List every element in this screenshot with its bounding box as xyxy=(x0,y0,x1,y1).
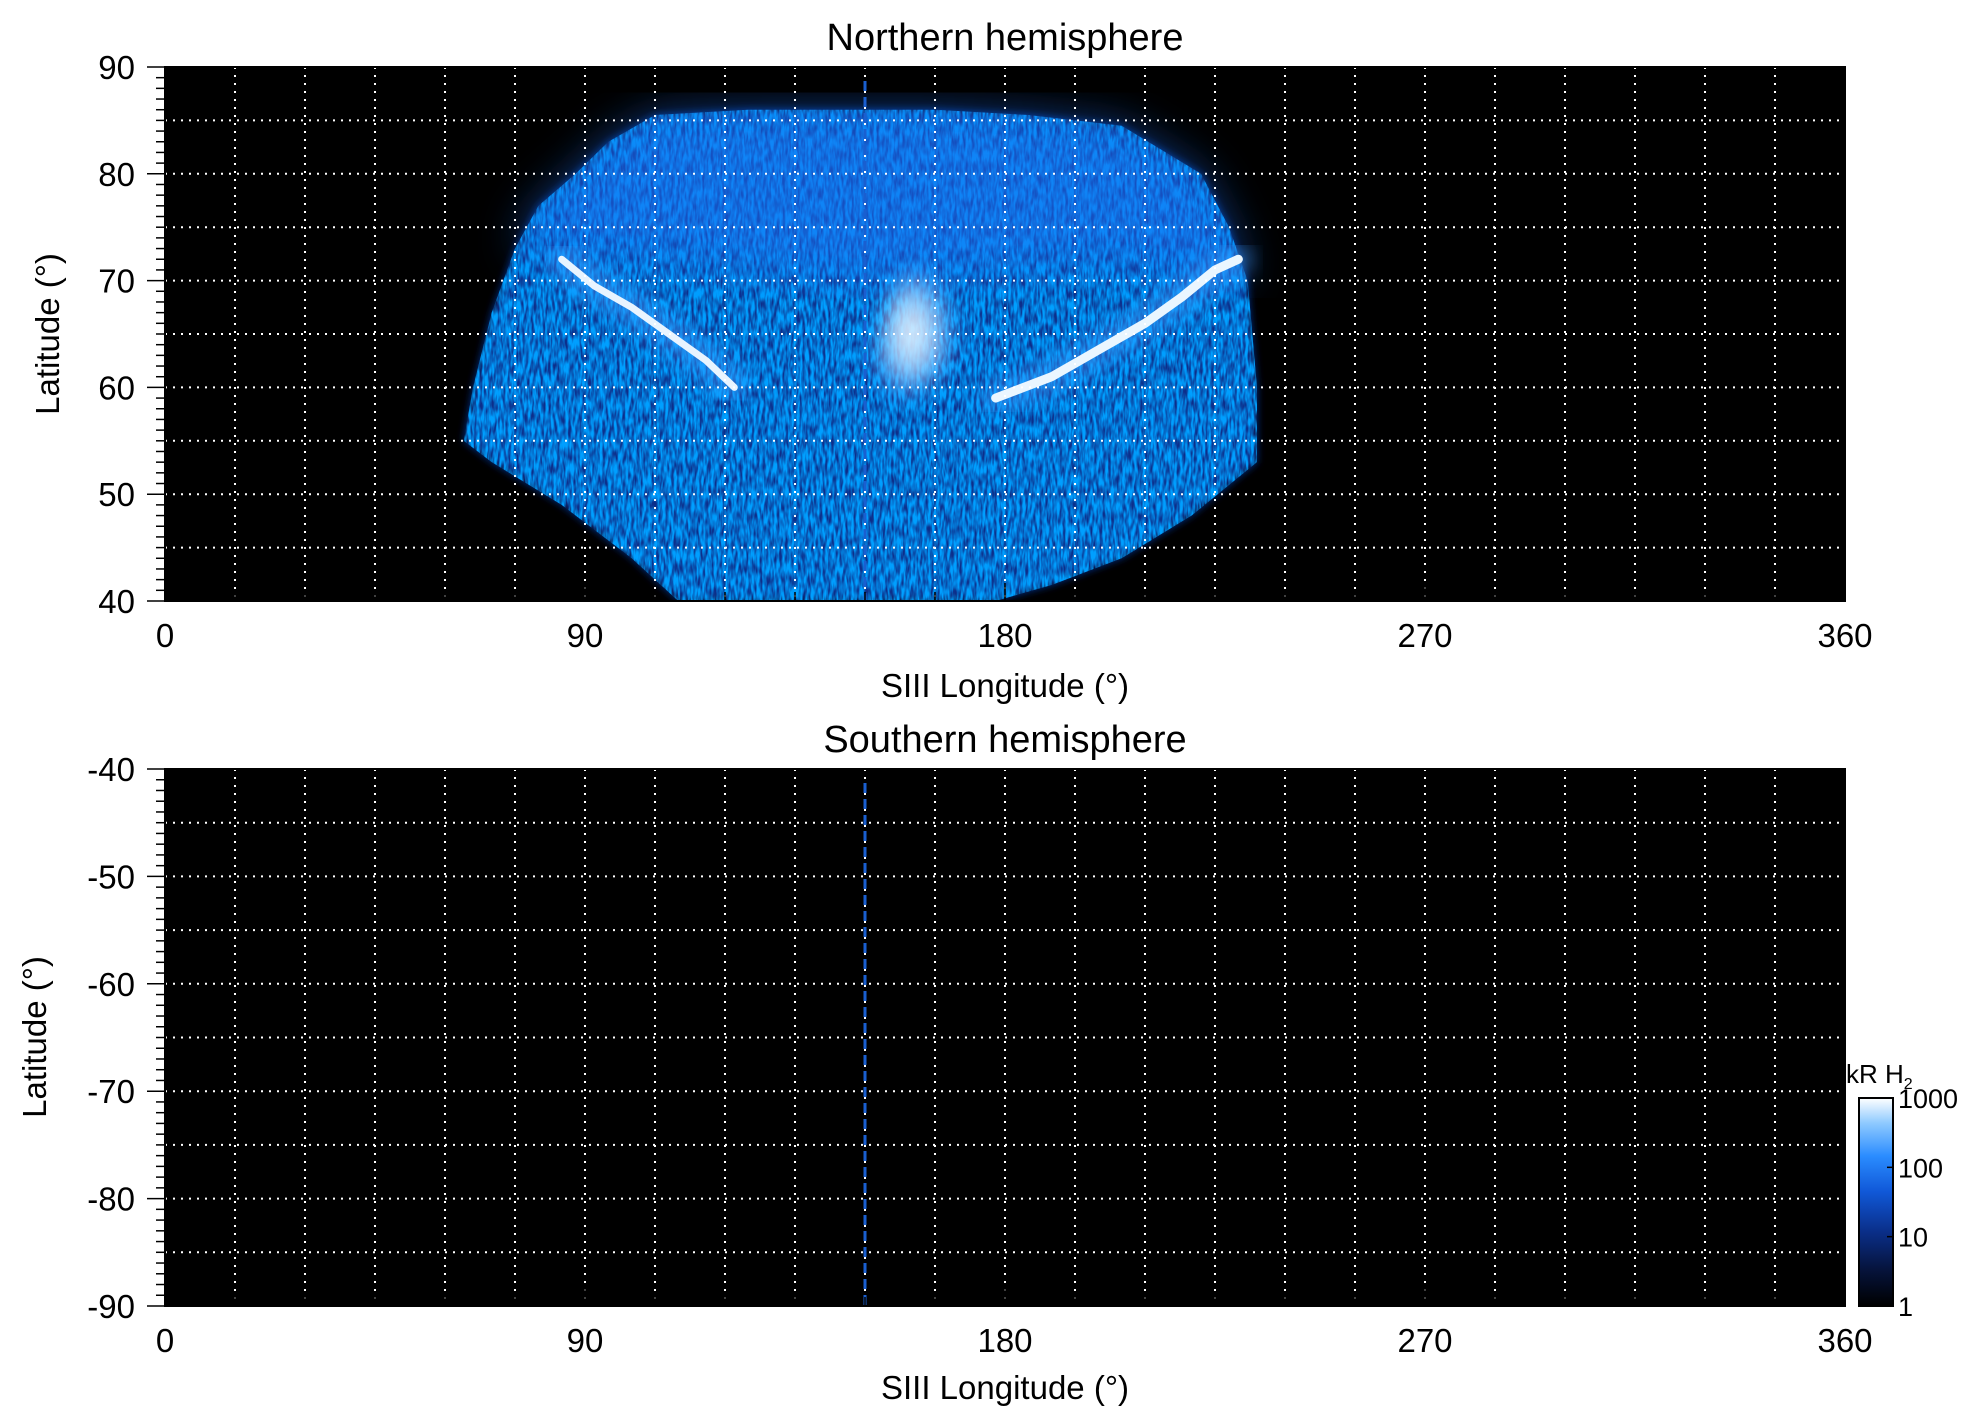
north-x-tick-label: 270 xyxy=(1397,617,1452,654)
north-grid xyxy=(165,67,1845,601)
colorbar-label: kR H2 xyxy=(1846,1059,1913,1093)
north-title: Northern hemisphere xyxy=(827,17,1184,59)
south-x-tick-label: 180 xyxy=(977,1322,1032,1359)
north-y-tick-label: 90 xyxy=(98,49,135,86)
north-y-tick-label: 50 xyxy=(98,476,135,513)
south-x-tick-label: 0 xyxy=(156,1322,174,1359)
north-y-tick-label: 70 xyxy=(98,263,135,300)
south-y-tick-label: -50 xyxy=(87,858,135,895)
north-y-axis-label: Latitude (°) xyxy=(29,253,66,415)
north-y-tick-label: 40 xyxy=(98,583,135,620)
colorbar: kR H2 1000 100 10 1 xyxy=(1846,1059,1958,1322)
colorbar-gradient xyxy=(1858,1097,1894,1307)
north-x-tick-label: 360 xyxy=(1817,617,1872,654)
south-x-tick-label: 90 xyxy=(567,1322,604,1359)
north-x-axis-label: SIII Longitude (°) xyxy=(881,667,1129,704)
main-oval-arc xyxy=(558,255,738,391)
south-y-tick-label: -60 xyxy=(87,966,135,1003)
north-y-tick-label: 80 xyxy=(98,156,135,193)
south-y-axis-label: Latitude (°) xyxy=(16,956,53,1118)
north-axes: 0 90 180 270 360 40 50 60 70 80 90 xyxy=(98,49,1872,654)
north-panel: Northern hemisphere 0 90 180 270 360 40 50 60 70… xyxy=(29,17,1873,704)
north-polar-cap-brightening xyxy=(515,109,1248,281)
north-x-tick-label: 0 xyxy=(156,617,174,654)
south-x-tick-label: 360 xyxy=(1817,1322,1872,1359)
south-y-tick-label: -80 xyxy=(87,1181,135,1218)
north-emission xyxy=(463,109,1258,601)
colorbar-tick-label: 1 xyxy=(1898,1292,1913,1322)
colorbar-tick-label: 100 xyxy=(1898,1153,1943,1183)
colorbar-ticks: 1000 100 10 1 xyxy=(1887,1084,1958,1322)
south-axes: 0 90 180 270 360 -40 -50 -60 -70 -80 -90 xyxy=(87,751,1872,1359)
south-grid xyxy=(165,769,1845,1306)
north-x-tick-label: 90 xyxy=(567,617,604,654)
colorbar-tick-label: 10 xyxy=(1898,1223,1928,1253)
north-x-tick-label: 180 xyxy=(977,617,1032,654)
south-y-tick-label: -90 xyxy=(87,1288,135,1325)
south-x-axis-label: SIII Longitude (°) xyxy=(881,1369,1129,1406)
south-title: Southern hemisphere xyxy=(823,719,1186,761)
south-x-tick-label: 270 xyxy=(1397,1322,1452,1359)
south-y-tick-label: -70 xyxy=(87,1073,135,1110)
south-panel: Southern hemisphere 0 90 180 270 360 -40 -50 -6… xyxy=(16,719,1873,1406)
south-y-tick-label: -40 xyxy=(87,751,135,788)
north-y-tick-label: 60 xyxy=(98,369,135,406)
colorbar-tick-label: 1000 xyxy=(1898,1084,1958,1114)
colorbar-label-subscript: 2 xyxy=(1904,1076,1913,1093)
